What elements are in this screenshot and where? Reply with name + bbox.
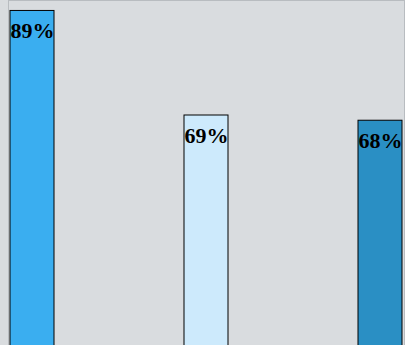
svg-text:68%: 68% xyxy=(359,128,403,153)
svg-text:69%: 69% xyxy=(185,123,229,148)
svg-text:89%: 89% xyxy=(11,18,55,43)
